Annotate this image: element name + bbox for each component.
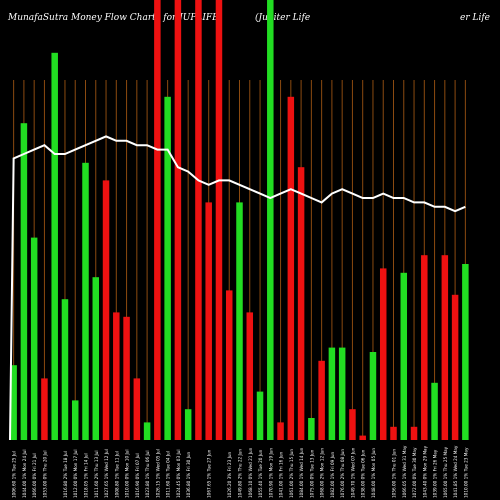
chart-title-right: (Jupiter Life <box>255 13 311 23</box>
bar <box>246 312 254 440</box>
x-tick-label: 1026.15 1% Wed 05 Jul <box>155 449 160 498</box>
bar <box>113 312 120 440</box>
bar <box>30 237 38 440</box>
bar <box>71 400 79 440</box>
bar <box>61 299 69 440</box>
bar <box>379 268 387 440</box>
bar <box>318 360 325 440</box>
bar <box>102 180 110 440</box>
x-tick-label: 1068.10 0% Wed 21 Jun <box>248 447 253 498</box>
bar <box>143 422 151 440</box>
x-tick-label: 1053.00 0% Thu 20 Jul <box>42 450 47 498</box>
bar <box>451 294 459 440</box>
x-tick-label: 1041.85 1% Wed 24 May <box>453 445 458 498</box>
bar <box>328 347 336 440</box>
x-tick-label: 1049.70 1% Wed 07 Jun <box>350 447 355 498</box>
x-tick-label: 1012.00 0% Mon 17 Jul <box>73 450 78 499</box>
x-tick-label: 1072.00 0% Tue 30 May <box>412 447 417 498</box>
bar <box>338 347 346 440</box>
x-tick-label: 1076.00 2% Thu 08 Jun <box>340 449 345 498</box>
bar <box>164 96 171 441</box>
bar <box>92 277 100 440</box>
x-tick-label: 1036.80 1% Fri 30 Jun <box>186 452 191 498</box>
bar <box>41 378 48 440</box>
bar <box>123 316 130 440</box>
bar <box>410 426 418 440</box>
bar <box>174 0 182 440</box>
x-tick-label: 1024.45 0% Mon 03 Jul <box>176 450 181 499</box>
x-tick-label: 1061.00 2% Thu 15 Jun <box>289 449 294 498</box>
x-tick-label: 1065.00 1% Thu 25 May <box>443 446 448 498</box>
bar <box>256 391 264 440</box>
x-tick-label: 1027.65 1% Wed 12 Jul <box>104 449 109 498</box>
bar <box>154 0 161 440</box>
bar <box>287 96 295 441</box>
bar <box>133 378 141 440</box>
bar <box>51 52 58 441</box>
chart-title-right-end: er Life <box>460 13 491 23</box>
bar <box>236 202 243 440</box>
x-tick-label: 1041.00 1% Fri 16 Jun <box>279 452 284 498</box>
x-tick-label: 1084.00 1% Wed 14 Jun <box>299 447 304 498</box>
bar <box>82 162 89 441</box>
x-tick-labels: 1006.60 1% Tue 25 Jul 1044.00 1% Mon 24 J… <box>12 445 469 498</box>
bar <box>297 167 305 440</box>
x-tick-label: 1018.05 1% Fri 14 Jul <box>84 453 89 498</box>
x-tick-label: 1026.20 3% Fri 23 Jun <box>227 452 232 498</box>
bar <box>421 255 428 440</box>
x-tick-label: 1070.90 1% Mon 19 Jun <box>268 448 273 498</box>
bar <box>462 264 469 440</box>
bars-group <box>10 0 469 441</box>
x-tick-label: 1043.40 0% Mon 29 May <box>422 445 427 498</box>
x-tick-label: 1010.00 1% Tue 23 May <box>463 447 468 498</box>
x-tick-label: 1048.00 1% Mon 05 Jun <box>371 448 376 498</box>
bar <box>195 0 202 440</box>
bar <box>267 0 274 440</box>
bar <box>20 123 28 440</box>
bar <box>215 0 223 440</box>
x-tick-label: 1023.80 1% Thu 06 Jul <box>145 450 150 498</box>
x-tick-label: 1068.00 2% Mon 12 Jun <box>320 448 325 498</box>
bar <box>205 202 212 440</box>
bar <box>184 409 192 440</box>
bar <box>225 290 233 440</box>
x-tick-label: 1056.00 1% Thu 01 Jun <box>392 449 397 498</box>
x-tick-label: 1075.00 0% Tue 13 Jun <box>309 449 314 498</box>
x-tick-label: 1066.05 1% Wed 31 May <box>402 445 407 498</box>
x-tick-label: 1010.00 0% Mon 10 Jul <box>125 450 130 499</box>
bar <box>359 435 366 440</box>
bar <box>308 418 315 440</box>
bar <box>277 422 284 440</box>
x-tick-label: 1055.40 1% Tue 20 Jun <box>258 449 263 498</box>
x-tick-label: 1039.00 1% Fri 26 May <box>433 449 438 498</box>
bar <box>349 409 356 440</box>
x-tick-label: 1049.80 2% Thu 22 Jun <box>238 449 243 498</box>
x-tick-label: 1038.00 0% Tue 06 Jun <box>361 449 366 498</box>
bar <box>400 272 408 440</box>
x-tick-label: 1067.65 1% Tue 27 Jun <box>207 449 212 498</box>
moving-line-group <box>9 135 466 441</box>
chart-title-left: MunafaSutra Money Flow Charts for JUPLIF… <box>8 13 219 23</box>
x-tick-label: 1008.80 1% Tue 11 Jul <box>114 451 119 498</box>
bar <box>10 365 17 440</box>
x-tick-label: 1016.80 2% Tue 18 Jul <box>63 451 68 498</box>
x-tick-label: 1006.60 1% Tue 25 Jul <box>12 451 17 498</box>
x-tick-label: 1066.00 0% Fri 21 Jul <box>32 453 37 498</box>
bar <box>431 382 438 440</box>
x-tick-label: 1082.00 1% Fri 09 Jun <box>330 452 335 498</box>
bar <box>441 255 449 440</box>
bar <box>390 426 397 440</box>
x-tick-label: 1044.00 1% Mon 24 Jul <box>22 450 27 499</box>
x-tick-label: 1016.90 0% Fri 07 Jul <box>135 453 140 498</box>
money-flow-line <box>9 135 466 441</box>
x-tick-label: 1011.60 2% Thu 13 Jul <box>94 450 99 498</box>
bar <box>369 352 377 440</box>
x-tick-label: 1011.60 1% Tue 04 Jul <box>166 451 171 498</box>
